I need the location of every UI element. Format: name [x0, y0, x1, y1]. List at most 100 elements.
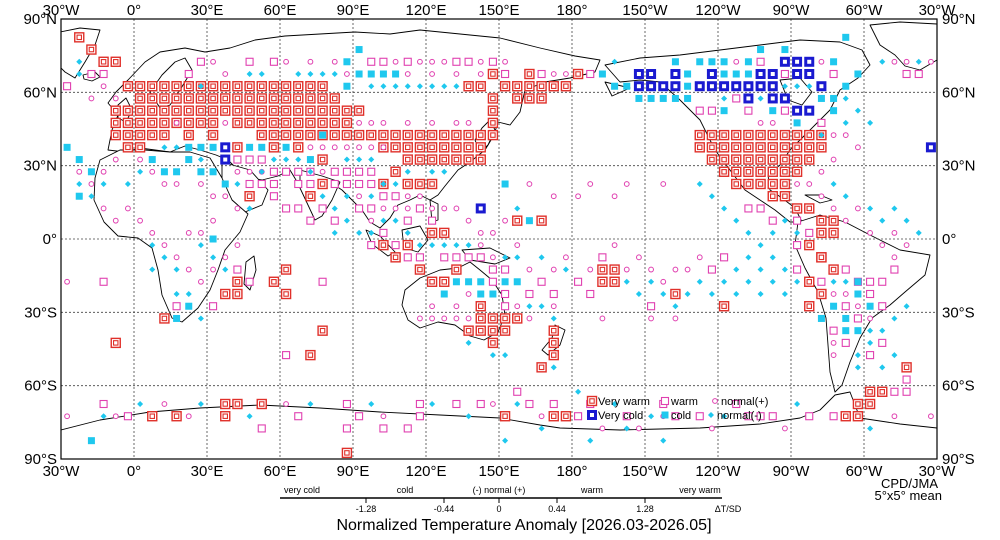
- very-warm-marker: [171, 105, 182, 116]
- normal-positive-marker: [283, 58, 289, 65]
- warm-marker: [768, 412, 777, 421]
- warm-marker: [391, 192, 400, 201]
- very-warm-marker: [207, 117, 219, 129]
- normal-positive-marker: [526, 266, 533, 273]
- very-warm-marker-inner: [331, 107, 338, 114]
- lat-tick-label-right: 30°S: [942, 304, 975, 321]
- africa-outline: [93, 149, 249, 323]
- very-warm-marker-inner: [745, 169, 752, 175]
- normal-negative-marker: [149, 242, 156, 249]
- cold-marker: [661, 411, 669, 419]
- cold-marker: [185, 302, 193, 310]
- normal-negative-marker: [453, 242, 460, 249]
- very-warm-marker-inner: [173, 95, 180, 102]
- very-warm-marker-inner: [855, 413, 861, 419]
- very-cold-marker-inner: [649, 72, 654, 76]
- normal-positive-marker: [429, 303, 435, 310]
- very-warm-marker-inner: [782, 144, 788, 151]
- very-warm-marker: [694, 142, 705, 153]
- normal-negative-marker: [416, 83, 423, 90]
- warm-marker: [793, 265, 802, 274]
- cold-marker: [842, 82, 850, 90]
- warm-marker: [660, 396, 670, 406]
- warm-marker: [282, 351, 291, 360]
- cold-marker: [732, 70, 740, 78]
- warm-marker: [513, 387, 522, 396]
- normal-negative-marker: [757, 95, 764, 102]
- warm-marker: [233, 155, 242, 164]
- normal-negative-marker: [635, 291, 642, 297]
- very-warm-marker: [548, 81, 559, 92]
- very-warm-marker: [147, 93, 158, 104]
- very-warm-marker: [512, 81, 523, 92]
- very-warm-marker: [183, 117, 194, 129]
- very-warm-marker-inner: [198, 107, 204, 114]
- normal-positive-marker: [599, 315, 606, 322]
- philippines-outline: [429, 199, 439, 223]
- warm-marker: [890, 265, 899, 274]
- normal-negative-marker: [368, 193, 375, 200]
- normal-negative-marker: [794, 401, 801, 407]
- warm-marker: [379, 228, 388, 237]
- very-cold-marker-inner: [928, 145, 933, 150]
- very-warm-marker: [134, 93, 146, 104]
- very-warm-marker-inner: [356, 107, 362, 114]
- normal-positive-marker: [623, 266, 630, 273]
- very-warm-marker: [74, 32, 85, 43]
- very-warm-marker-inner: [490, 120, 496, 126]
- very-warm-marker-inner: [344, 107, 350, 114]
- very-warm-marker: [134, 129, 146, 141]
- legend-normal-neg-label: normal(-): [717, 410, 762, 422]
- normal-negative-marker: [611, 58, 618, 65]
- very-warm-marker: [852, 398, 864, 410]
- very-warm-marker-inner: [477, 303, 484, 309]
- very-warm-marker-inner: [234, 120, 241, 126]
- normal-negative-marker: [343, 217, 350, 224]
- normal-positive-marker: [149, 229, 156, 236]
- very-warm-marker-inner: [867, 389, 873, 395]
- lon-tick-label-bottom: 150°W: [622, 463, 668, 480]
- very-warm-marker-inner: [538, 364, 545, 371]
- very-cold-marker-inner: [722, 84, 727, 89]
- very-warm-marker: [122, 105, 134, 116]
- very-warm-marker: [536, 362, 547, 373]
- graticule: [61, 19, 937, 459]
- very-warm-marker: [779, 129, 791, 141]
- very-warm-marker: [159, 313, 170, 324]
- normal-positive-marker: [855, 303, 861, 310]
- very-warm-marker: [244, 117, 255, 129]
- very-warm-marker-inner: [222, 83, 229, 89]
- warm-marker: [367, 241, 376, 250]
- very-warm-marker-inner: [222, 413, 229, 419]
- very-warm-marker: [597, 264, 608, 275]
- scale-threshold: -1.28: [356, 504, 377, 514]
- normal-positive-marker: [429, 119, 435, 126]
- very-warm-marker: [147, 81, 158, 92]
- very-warm-marker: [670, 288, 681, 300]
- normal-negative-marker: [368, 83, 375, 90]
- very-warm-marker: [232, 81, 243, 92]
- lat-tick-label-left: 60°S: [24, 378, 57, 395]
- very-warm-marker: [694, 129, 705, 141]
- very-warm-marker-inner: [161, 120, 168, 126]
- very-warm-marker-inner: [903, 364, 910, 371]
- very-warm-marker: [864, 398, 876, 410]
- very-warm-marker-inner: [745, 144, 752, 151]
- cold-marker: [830, 58, 838, 66]
- normal-negative-marker: [210, 254, 217, 261]
- very-warm-marker: [755, 142, 766, 153]
- very-warm-marker: [171, 81, 182, 92]
- anomaly-markers: [63, 32, 936, 459]
- very-warm-marker: [220, 411, 231, 422]
- very-warm-marker-inner: [295, 120, 301, 126]
- cold-marker: [720, 107, 728, 115]
- normal-negative-marker: [392, 217, 399, 224]
- very-warm-marker-inner: [319, 156, 326, 163]
- normal-positive-marker: [891, 229, 898, 236]
- very-cold-marker-inner: [807, 72, 812, 76]
- cold-marker: [769, 107, 777, 115]
- very-warm-marker: [791, 154, 803, 165]
- normal-negative-marker: [429, 83, 436, 90]
- cold-marker: [306, 156, 314, 164]
- very-warm-marker: [731, 154, 742, 165]
